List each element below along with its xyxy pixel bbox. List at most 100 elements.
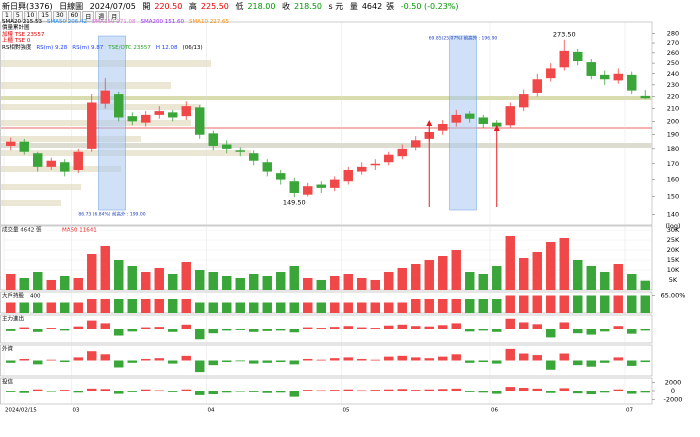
candle-body	[100, 90, 110, 104]
panel-bar	[357, 327, 367, 329]
panel-bar	[208, 360, 218, 366]
change: -0.50 (-0.23%)	[400, 2, 459, 11]
panel-bar	[154, 299, 164, 313]
volume-bar	[357, 278, 367, 290]
panel-bar	[87, 320, 97, 329]
x-tick-label: 03	[73, 408, 80, 414]
panel-bar	[114, 391, 124, 394]
candle-body	[519, 94, 529, 108]
panel-bar	[330, 302, 340, 313]
panel-bar	[627, 329, 637, 334]
panel-bar	[586, 295, 596, 313]
panel-bar	[262, 360, 272, 363]
panel-bar	[397, 355, 407, 361]
interval-button[interactable]: 週	[95, 11, 108, 22]
volume: 4642	[361, 2, 383, 11]
panel-bar	[627, 360, 637, 366]
panel-bar	[154, 327, 164, 329]
interval-button[interactable]: 1	[2, 11, 12, 22]
panel-frame	[0, 225, 653, 291]
volume-profile	[1, 184, 81, 190]
volume-bar	[181, 262, 191, 290]
interval-button[interactable]: 5	[12, 11, 23, 22]
panel-bar	[546, 360, 556, 370]
panel-bar	[73, 391, 83, 393]
panel-bar	[492, 391, 502, 394]
panel-bar	[505, 348, 515, 361]
panel-bar	[397, 302, 407, 313]
panel-bar	[6, 329, 16, 331]
panel-bar	[100, 299, 110, 313]
interval-button[interactable]: 15	[38, 11, 52, 22]
arrow-head	[493, 125, 500, 131]
panel-bar	[316, 359, 326, 361]
y-tick-label: 190	[667, 131, 679, 139]
legend-item: RS(m) 9.87	[72, 44, 104, 51]
panel-bar	[262, 302, 272, 313]
volume-bar	[19, 278, 29, 290]
panel-bar	[532, 324, 542, 329]
y-tick-label: 270	[667, 39, 679, 47]
panel-bar	[600, 360, 610, 363]
y-tick-label: 180	[667, 145, 679, 153]
candle-body	[208, 133, 218, 146]
panel-bar	[60, 302, 70, 313]
panel-bar	[303, 302, 313, 313]
panel-bar	[33, 329, 43, 332]
candle-body	[195, 107, 205, 135]
zone	[98, 35, 126, 211]
volume-bar	[586, 266, 596, 290]
volume-bar	[465, 272, 475, 290]
legend-item: SMA10 227.65	[189, 19, 229, 25]
legend-item: SMA50 206.42	[47, 19, 87, 25]
volume-bar	[276, 272, 286, 290]
legend-row: 加權 TSE 23557	[2, 32, 234, 38]
low: 218.00	[247, 2, 276, 11]
panel-bar	[154, 358, 164, 361]
panel-bar	[141, 299, 151, 313]
x-tick-label: 04	[208, 408, 215, 414]
volume-bar	[370, 280, 380, 290]
candle-body	[330, 179, 340, 188]
panel-bar	[559, 388, 569, 391]
panel-bar	[222, 329, 232, 331]
interval-button[interactable]: 10	[23, 11, 38, 22]
panel-bar	[370, 302, 380, 313]
interval-button[interactable]: 60	[67, 11, 82, 22]
candle-body	[370, 163, 380, 166]
panel-bar	[6, 302, 16, 313]
panel-bar	[411, 357, 421, 361]
label: 高	[188, 2, 197, 11]
panel-bar	[640, 360, 650, 363]
legend-item: SMA150 171.08	[92, 19, 136, 25]
panel-title: 外資	[2, 345, 14, 353]
panel-bar	[613, 326, 623, 329]
volume-bar	[87, 254, 97, 290]
panel-bar	[640, 391, 650, 393]
panel-bar	[33, 360, 43, 365]
panel-bar	[424, 326, 434, 329]
panel-bar	[276, 391, 286, 393]
panel-bar	[330, 327, 340, 329]
interval-button[interactable]: 日	[82, 11, 95, 22]
panel-bar	[600, 391, 610, 393]
zone-label: 86.73 (6.84%) 前高外 : 199.00	[78, 211, 145, 218]
panel-bar	[303, 327, 313, 329]
interval-button[interactable]: 30	[52, 11, 67, 22]
x-tick-label: 2024/02/15	[5, 408, 37, 414]
panel-bar	[519, 295, 529, 313]
volume-bar	[384, 272, 394, 290]
legend-item: SMA200 151.60	[140, 19, 185, 25]
header: 新日興(3376) 日線圖 2024/07/05 開 220.50 高 225.50…	[2, 1, 463, 12]
panel-bar	[100, 323, 110, 329]
panel-bar	[114, 360, 124, 368]
panel-bar	[330, 390, 340, 391]
panel-title: 成交量 4642 張	[2, 226, 42, 234]
interval-button[interactable]: 月	[108, 11, 121, 22]
volume-bar	[195, 270, 205, 290]
candle-body	[600, 74, 610, 80]
panel-bar	[397, 324, 407, 329]
panel-bar	[168, 299, 178, 313]
panel-bar	[208, 329, 218, 334]
panel-bar	[222, 391, 232, 393]
